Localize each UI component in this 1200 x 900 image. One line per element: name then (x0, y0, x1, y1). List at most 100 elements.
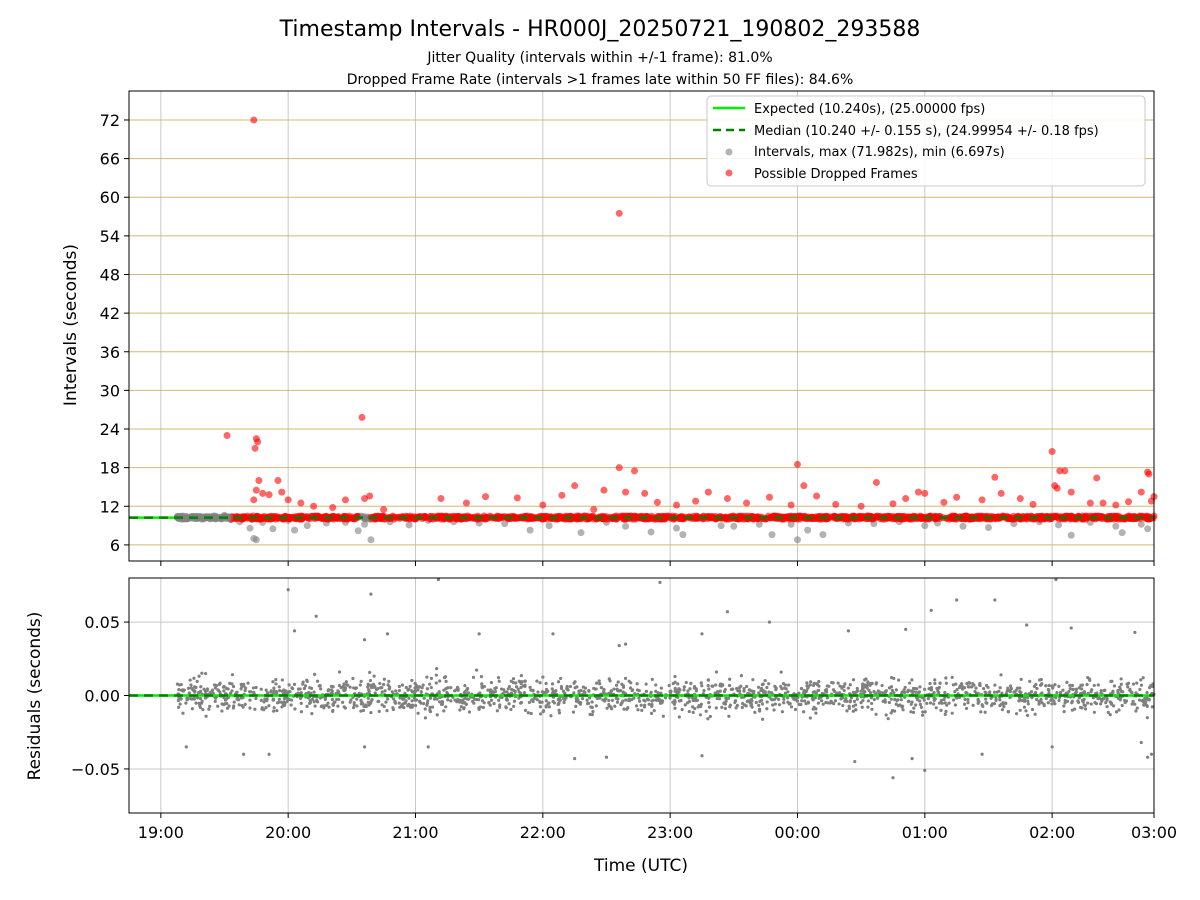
residual-point (870, 701, 874, 706)
residual-point (848, 700, 852, 704)
residual-point (605, 706, 609, 710)
residual-point (1062, 704, 1066, 708)
residual-point (1070, 683, 1075, 688)
residual-point (594, 704, 598, 708)
residual-point (1042, 704, 1046, 708)
residual-point (642, 698, 646, 702)
residual-point (607, 691, 611, 695)
residual-point (312, 672, 317, 676)
residual-point (960, 682, 964, 686)
residual-point (751, 678, 755, 682)
residual-point (727, 714, 731, 718)
residual-point (607, 698, 611, 703)
residual-point (1080, 706, 1084, 710)
residual-point (691, 698, 695, 703)
residual-point (614, 696, 618, 701)
residual-point (292, 682, 297, 686)
residual-point (691, 710, 695, 715)
residual-point (399, 705, 404, 709)
residual-point (404, 685, 408, 690)
residual-point (559, 686, 564, 690)
residual-point (387, 679, 391, 683)
residual-point (1129, 690, 1133, 694)
residual-point (971, 703, 975, 707)
dropped-frame-point (793, 460, 801, 468)
residual-point (307, 690, 311, 695)
residual-point (811, 707, 815, 711)
residual-point (825, 690, 829, 694)
residual-point (967, 681, 972, 685)
dropped-frame-point (1147, 497, 1155, 505)
interval-point (921, 522, 929, 530)
residual-point (246, 681, 250, 685)
top-y-axis-label: Intervals (seconds) (61, 244, 81, 406)
residual-point (211, 691, 215, 695)
residual-point (497, 679, 501, 683)
residual-point (928, 681, 932, 686)
residual-point (663, 696, 668, 700)
residual-point (654, 689, 658, 694)
residual-point (691, 705, 695, 709)
residual-point (214, 696, 218, 700)
residual-point (940, 701, 944, 705)
residual-point (1105, 698, 1109, 702)
residual-point (487, 701, 491, 705)
residual-point (198, 705, 202, 710)
bottom-y-tick-label: −0.05 (71, 760, 120, 779)
residual-point (423, 716, 428, 720)
residual-point (544, 690, 548, 694)
residual-point (544, 704, 548, 708)
residual-point (782, 701, 786, 705)
residual-point (329, 684, 334, 688)
residual-point (1068, 683, 1072, 687)
residual-point (1133, 630, 1137, 634)
residual-point (687, 696, 691, 700)
residual-point (718, 684, 722, 688)
residual-point (367, 689, 371, 694)
residual-point (1050, 745, 1054, 749)
residual-point (425, 701, 430, 705)
dropped-frame-point (673, 501, 681, 509)
residual-point (259, 687, 263, 691)
dropped-frame-point (641, 489, 649, 497)
residual-point (649, 711, 654, 715)
residual-point (694, 696, 698, 700)
residual-point (462, 706, 466, 710)
residual-point (728, 677, 732, 681)
residual-point (1020, 698, 1025, 703)
residual-point (582, 689, 586, 693)
residual-point (435, 713, 439, 717)
residual-point (868, 683, 872, 687)
residual-point (241, 752, 246, 756)
residual-point (843, 699, 847, 703)
residual-point (911, 710, 916, 714)
residual-point (1079, 687, 1084, 691)
residual-point (480, 682, 484, 686)
residual-point (860, 705, 864, 709)
dropped-frame-point (297, 499, 305, 507)
residual-point (1103, 688, 1107, 692)
residual-point (203, 689, 207, 693)
residual-point (538, 712, 543, 716)
residual-point (303, 684, 308, 688)
residual-point (1138, 687, 1142, 692)
residual-point (315, 698, 319, 702)
residual-point (763, 690, 767, 694)
residual-point (817, 696, 821, 700)
residual-point (362, 638, 367, 642)
residual-point (1026, 699, 1030, 703)
residual-point (910, 757, 914, 761)
interval-point (246, 524, 254, 532)
residual-point (619, 703, 623, 707)
dropped-frame-point (991, 473, 999, 481)
top-y-tick-label: 48 (100, 265, 120, 284)
residual-point (814, 691, 818, 695)
residual-point (980, 752, 984, 756)
residual-point (336, 704, 340, 708)
residual-point (434, 681, 438, 685)
residual-point (622, 707, 626, 711)
residual-point (331, 709, 335, 713)
residual-point (989, 703, 994, 708)
residual-point (777, 703, 782, 707)
residual-point (1106, 710, 1110, 714)
